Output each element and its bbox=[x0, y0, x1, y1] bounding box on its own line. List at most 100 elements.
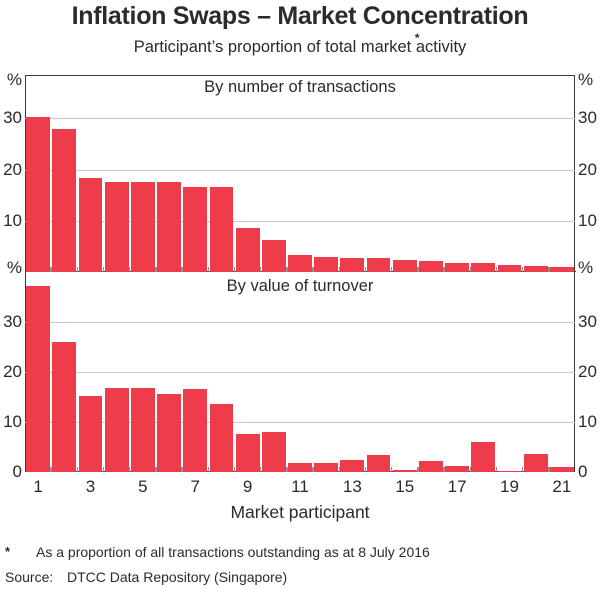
y-tick-label-20: 20 bbox=[578, 159, 597, 179]
bar-participant-15 bbox=[392, 470, 417, 472]
baseline-tick bbox=[233, 467, 236, 472]
baseline-tick bbox=[390, 467, 393, 472]
baseline-tick bbox=[286, 267, 288, 272]
baseline-tick bbox=[129, 267, 131, 272]
chart-subtitle: Participant’s proportion of total market… bbox=[0, 31, 600, 57]
page-title: Inflation Swaps – Market Concentration bbox=[71, 2, 529, 30]
footnote-text: As a proportion of all transactions outs… bbox=[36, 544, 430, 560]
bar-participant-19 bbox=[497, 264, 522, 272]
bar-participant-9 bbox=[235, 434, 260, 472]
baseline-tick bbox=[155, 267, 157, 272]
baseline-tick bbox=[338, 267, 340, 272]
x-tick-label-17: 17 bbox=[447, 477, 467, 496]
baseline-tick bbox=[364, 467, 367, 472]
panel-title-transactions: By number of transactions bbox=[204, 78, 396, 96]
bar-participant-1 bbox=[26, 116, 50, 272]
bar-participant-18 bbox=[471, 263, 496, 272]
y-tick-label-10: 10 bbox=[578, 412, 597, 431]
baseline-tick bbox=[181, 267, 183, 272]
y-tick-label-10: 10 bbox=[3, 412, 22, 431]
baseline-tick bbox=[469, 467, 471, 472]
bar-participant-6 bbox=[157, 393, 181, 472]
bar-participant-17 bbox=[445, 466, 470, 472]
bar-participant-13 bbox=[340, 257, 365, 272]
baseline-tick bbox=[155, 467, 157, 472]
baseline-tick bbox=[102, 467, 105, 472]
bar-participant-9 bbox=[235, 227, 260, 272]
baseline-tick bbox=[417, 467, 419, 472]
bar-participant-10 bbox=[261, 431, 286, 472]
x-tick-label-5: 5 bbox=[138, 477, 148, 496]
baseline-tick bbox=[338, 467, 340, 472]
bar-participant-13 bbox=[340, 459, 365, 472]
source-line: Source: DTCC Data Repository (Singapore) bbox=[5, 569, 287, 585]
baseline-tick bbox=[469, 267, 471, 272]
baseline-tick bbox=[495, 267, 498, 272]
baseline-tick bbox=[102, 267, 105, 272]
gridline bbox=[25, 220, 575, 222]
footnote-marker-superscript: * bbox=[414, 31, 420, 45]
baseline-tick bbox=[233, 267, 236, 272]
footnote: * As a proportion of all transactions out… bbox=[5, 544, 430, 560]
y-tick-label-30: 30 bbox=[3, 108, 22, 128]
bar-participant-4 bbox=[104, 181, 129, 272]
baseline-tick bbox=[181, 467, 183, 472]
baseline-tick bbox=[443, 467, 445, 472]
footnote-marker: * bbox=[5, 544, 11, 559]
bar-participant-7 bbox=[183, 389, 208, 472]
baseline-tick bbox=[312, 467, 314, 472]
baseline-tick bbox=[521, 267, 524, 272]
baseline-tick bbox=[390, 267, 393, 272]
gridline bbox=[25, 422, 575, 423]
bar-participant-7 bbox=[183, 187, 208, 272]
bar-participant-5 bbox=[130, 388, 155, 472]
bar-participant-10 bbox=[261, 240, 286, 272]
panel-title-turnover: By value of turnover bbox=[226, 277, 374, 295]
bar-participant-4 bbox=[104, 388, 129, 472]
gridline bbox=[25, 372, 575, 373]
baseline-tick bbox=[548, 467, 550, 472]
baseline-tick bbox=[129, 467, 131, 472]
bar-participant-21 bbox=[550, 266, 574, 272]
y-tick-label-30: 30 bbox=[3, 312, 22, 331]
y-axis-percent-label: % bbox=[578, 70, 594, 89]
bar-participant-18 bbox=[471, 442, 496, 472]
bar-participant-11 bbox=[288, 463, 312, 472]
x-tick-label-9: 9 bbox=[242, 477, 253, 496]
baseline-tick bbox=[260, 267, 262, 272]
bar-participant-1 bbox=[26, 285, 50, 472]
bar-participant-3 bbox=[78, 178, 103, 272]
source-text: DTCC Data Repository (Singapore) bbox=[67, 569, 288, 585]
bar-participant-8 bbox=[209, 403, 234, 472]
y-tick-label-10: 10 bbox=[3, 210, 22, 230]
bar-participant-3 bbox=[78, 396, 103, 472]
bar-participant-14 bbox=[366, 454, 391, 472]
bar-participant-2 bbox=[52, 128, 77, 272]
y-tick-label-20: 20 bbox=[3, 362, 22, 381]
baseline-tick bbox=[417, 267, 419, 272]
y-tick-label-30: 30 bbox=[578, 108, 597, 128]
baseline-tick bbox=[495, 467, 498, 472]
bar-participant-16 bbox=[419, 461, 443, 472]
y-tick-label-20: 20 bbox=[3, 159, 22, 179]
x-tick-label-13: 13 bbox=[342, 477, 362, 496]
x-tick-label-11: 11 bbox=[291, 477, 309, 496]
bar-participant-17 bbox=[445, 262, 470, 272]
x-tick-label-21: 21 bbox=[552, 477, 572, 496]
baseline-tick bbox=[207, 267, 210, 272]
y-tick-label-0: 0 bbox=[578, 462, 588, 481]
baseline-tick bbox=[76, 467, 79, 472]
baseline-tick bbox=[50, 267, 52, 272]
x-tick-label-15: 15 bbox=[395, 477, 415, 496]
baseline-tick bbox=[286, 467, 288, 472]
y-axis-percent-label: % bbox=[6, 70, 22, 89]
baseline-tick bbox=[207, 467, 210, 472]
bar-participant-8 bbox=[209, 187, 234, 272]
baseline-tick bbox=[364, 267, 367, 272]
baseline-tick bbox=[76, 267, 79, 272]
bar-participant-11 bbox=[288, 254, 312, 272]
y-tick-label-0: 0 bbox=[12, 462, 22, 481]
bar-participant-6 bbox=[157, 181, 181, 272]
